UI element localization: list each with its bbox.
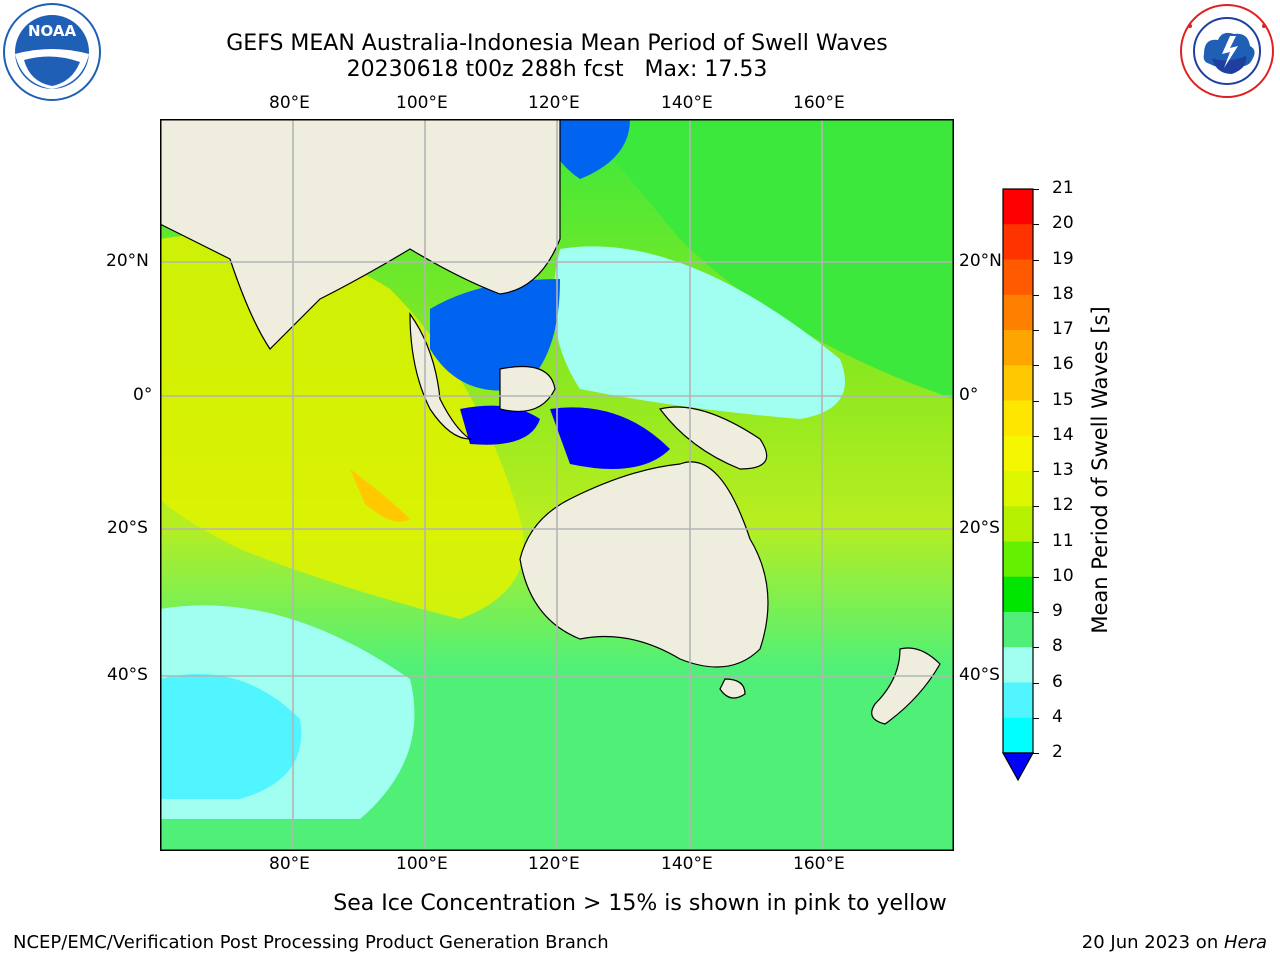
colorbar-band xyxy=(1003,682,1033,719)
noaa-logo: NOAA xyxy=(3,3,101,101)
colorbar-tick-mark xyxy=(1033,189,1039,190)
colorbar-tick-mark xyxy=(1033,612,1039,613)
lat-tick-right-40s: 40°S xyxy=(959,665,1000,685)
colorbar-band xyxy=(1003,612,1033,648)
east-china-sea-swell xyxy=(540,119,630,179)
colorbar-tick-label: 19 xyxy=(1052,248,1074,269)
colorbar-label: Mean Period of Swell Waves [s] xyxy=(1088,306,1112,634)
map-title: GEFS MEAN Australia-Indonesia Mean Perio… xyxy=(226,31,888,56)
lon-tick-top-140e: 140°E xyxy=(661,93,713,113)
colorbar-tick-mark xyxy=(1033,506,1039,508)
lon-tick-top-120e: 120°E xyxy=(528,93,580,113)
colorbar-band xyxy=(1003,189,1033,225)
west-pacific-swell-region xyxy=(553,246,845,419)
java-sea-swell xyxy=(460,405,540,445)
borneo xyxy=(499,365,556,413)
colorbar-band xyxy=(1003,294,1033,331)
banda-sea-swell xyxy=(550,407,670,469)
svg-text:NOAA: NOAA xyxy=(28,22,77,40)
colorbar-tick-mark xyxy=(1033,682,1039,684)
lat-tick-right-0: 0° xyxy=(959,385,979,405)
colorbar-band xyxy=(1003,647,1033,683)
colorbar-tick-label: 20 xyxy=(1052,213,1074,234)
sea-ice-note: Sea Ice Concentration > 15% is shown in … xyxy=(333,891,947,916)
colorbar-tick-mark xyxy=(1033,400,1039,402)
colorbar-tick-label: 12 xyxy=(1052,495,1074,516)
colorbar-tick-label: 14 xyxy=(1052,424,1074,445)
colorbar-band xyxy=(1003,400,1033,437)
new-guinea xyxy=(658,406,768,470)
footer-date-text: 20 Jun 2023 on xyxy=(1081,932,1224,953)
footer-date: 20 Jun 2023 on Hera xyxy=(1082,932,1267,953)
colorbar-band xyxy=(1003,259,1033,296)
colorbar-tick-mark xyxy=(1033,224,1039,226)
colorbar-tick-label: 10 xyxy=(1052,565,1074,586)
graticule xyxy=(160,119,954,851)
colorbar-tick-mark xyxy=(1033,294,1039,296)
lon-tick-bottom-80e: 80°E xyxy=(269,854,310,874)
colorbar-band xyxy=(1003,330,1033,366)
asia-landmass xyxy=(160,119,561,350)
map-subtitle: 20230618 t00z 288h fcst Max: 17.53 xyxy=(346,57,768,82)
colorbar-tick-label: 8 xyxy=(1052,636,1063,657)
footer-machine: Hera xyxy=(1223,932,1267,953)
colorbar-tick-label: 11 xyxy=(1052,530,1074,551)
colorbar-tick-mark xyxy=(1033,647,1039,649)
colorbar-tick-mark xyxy=(1033,576,1039,578)
colorbar-band xyxy=(1003,471,1033,507)
colorbar xyxy=(1001,188,1035,782)
colorbar-tick-mark xyxy=(1033,541,1039,543)
high-period-patch xyxy=(350,469,410,522)
colorbar-band xyxy=(1003,506,1033,542)
nws-logo xyxy=(1180,4,1274,98)
colorbar-tick-mark xyxy=(1033,259,1039,261)
colorbar-band xyxy=(1003,365,1033,401)
colorbar-tick-label: 18 xyxy=(1052,283,1074,304)
colorbar-tick-mark xyxy=(1033,717,1039,719)
lon-tick-bottom-140e: 140°E xyxy=(661,854,713,874)
colorbar-band xyxy=(1003,435,1033,472)
colorbar-band xyxy=(1003,224,1033,260)
lon-tick-top-160e: 160°E xyxy=(793,93,845,113)
colorbar-tick-mark xyxy=(1033,365,1039,367)
footer-branch: NCEP/EMC/Verification Post Processing Pr… xyxy=(13,932,609,953)
map-frame xyxy=(160,119,954,851)
lat-tick-left-20n: 20°N xyxy=(106,251,149,271)
lat-tick-right-20s: 20°S xyxy=(959,518,1000,538)
lon-tick-bottom-160e: 160°E xyxy=(793,854,845,874)
colorbar-band xyxy=(1003,717,1033,754)
new-zealand xyxy=(871,647,941,725)
lat-tick-left-40s: 40°S xyxy=(107,665,148,685)
colorbar-band xyxy=(1003,541,1033,578)
lat-tick-right-20n: 20°N xyxy=(959,251,1002,271)
indian-ocean-swell-region xyxy=(160,234,524,620)
pacific-swell-region xyxy=(580,119,954,399)
colorbar-extend-arrow xyxy=(1001,752,1035,782)
map-plot xyxy=(160,119,954,851)
lat-tick-left-0: 0° xyxy=(133,385,153,405)
colorbar-tick-label: 9 xyxy=(1052,601,1063,621)
tasmania xyxy=(719,678,746,699)
colorbar-tick-label: 2 xyxy=(1052,742,1063,762)
lon-tick-bottom-100e: 100°E xyxy=(396,854,448,874)
lon-tick-top-80e: 80°E xyxy=(269,93,310,113)
southern-low-period-region xyxy=(160,674,302,799)
colorbar-tick-label: 16 xyxy=(1052,354,1074,375)
colorbar-tick-label: 13 xyxy=(1052,460,1074,480)
colorbar-tick-label: 6 xyxy=(1052,671,1063,692)
lon-tick-bottom-120e: 120°E xyxy=(528,854,580,874)
colorbar-tick-label: 4 xyxy=(1052,706,1063,727)
lat-tick-left-20s: 20°S xyxy=(107,518,148,538)
colorbar-tick-mark xyxy=(1033,435,1039,437)
colorbar-tick-label: 21 xyxy=(1052,178,1074,198)
colorbar-band xyxy=(1003,576,1033,613)
south-china-sea-swell xyxy=(430,279,560,391)
lon-tick-top-100e: 100°E xyxy=(396,93,448,113)
colorbar-tick-label: 15 xyxy=(1052,389,1074,410)
australia xyxy=(519,461,769,668)
colorbar-tick-mark xyxy=(1033,753,1039,754)
colorbar-tick-label: 17 xyxy=(1052,319,1074,339)
colorbar-tick-mark xyxy=(1033,330,1039,331)
colorbar-tick-mark xyxy=(1033,471,1039,472)
